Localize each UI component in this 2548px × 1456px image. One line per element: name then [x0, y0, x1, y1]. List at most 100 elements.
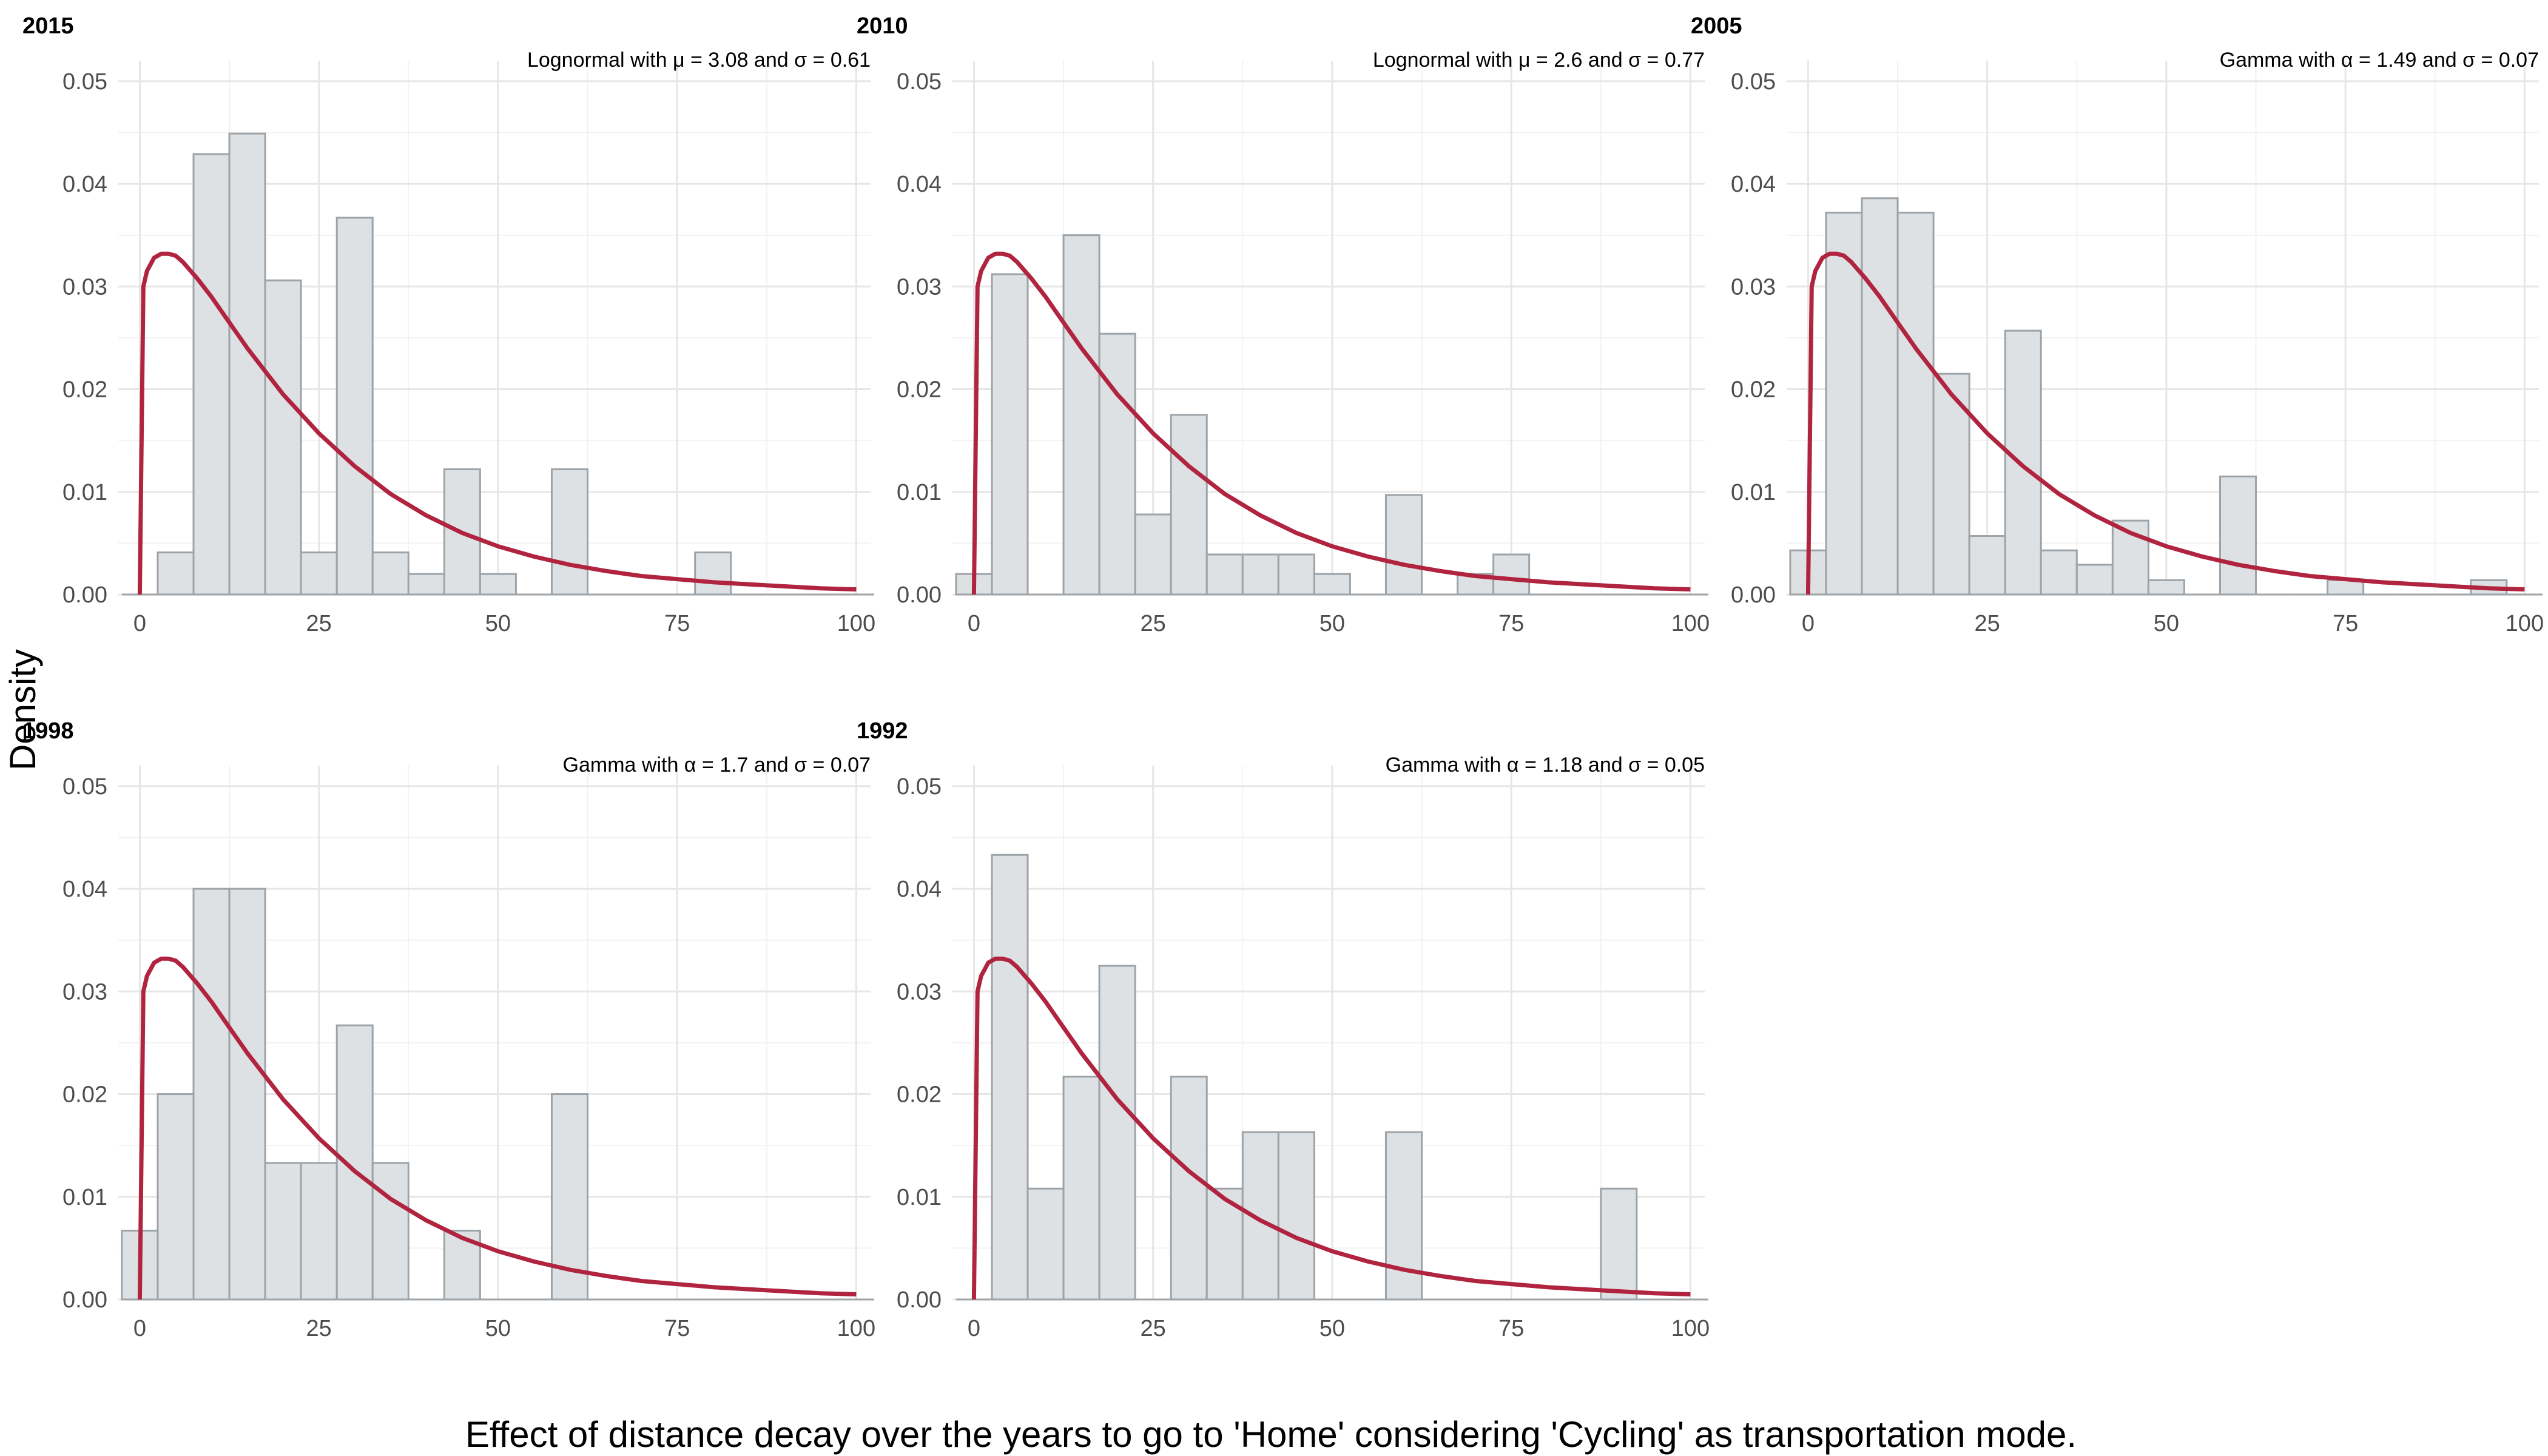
x-tick-label: 0	[133, 611, 146, 636]
y-tick-label: 0.01	[897, 480, 942, 505]
histogram-bar	[371, 551, 410, 596]
histogram-bars	[121, 888, 874, 1301]
fit-annotation: Gamma with α = 1.49 and σ = 0.07	[2220, 49, 2539, 72]
y-tick-label: 0.02	[62, 1082, 107, 1108]
y-tick-label: 0.05	[62, 774, 107, 800]
fitted-density-curve	[137, 251, 857, 595]
y-tick-label: 0.03	[1731, 274, 1776, 300]
y-tick-labels: 0.00 0.01 0.02 0.03 0.04 0.05	[897, 69, 942, 608]
x-tick-label: 100	[2506, 611, 2544, 636]
x-tick-label: 100	[1671, 611, 1710, 636]
x-tick-labels: 0 25 50 75 100	[968, 611, 1710, 636]
x-tick-label: 50	[485, 611, 511, 636]
histogram-bar	[1313, 573, 1351, 596]
x-tick-label: 100	[837, 611, 875, 636]
x-tick-label: 0	[968, 611, 980, 636]
y-tick-label: 0.05	[897, 69, 942, 95]
y-tick-label: 0.04	[897, 877, 942, 902]
x-tick-label: 25	[1141, 1316, 1166, 1341]
facet-panel-1998: 0.00 0.01 0.02 0.03 0.04 0.05 0 25 50 75 100 1998 Ga…	[22, 718, 875, 1341]
y-tick-label: 0.00	[62, 1287, 107, 1313]
fit-annotation: Lognormal with μ = 2.6 and σ = 0.77	[1373, 49, 1705, 72]
histogram-bar	[1170, 1076, 1208, 1301]
facet-title: 2005	[1691, 13, 1742, 39]
histogram-bar	[192, 888, 231, 1301]
histogram-bar	[157, 551, 195, 596]
x-tick-label: 25	[306, 1316, 332, 1341]
histogram-bar	[1026, 1187, 1065, 1301]
histogram-bar	[2219, 475, 2257, 596]
y-tick-labels: 0.00 0.01 0.02 0.03 0.04 0.05	[1731, 69, 1776, 608]
fit-annotation: Lognormal with μ = 3.08 and σ = 0.61	[527, 49, 871, 72]
y-tick-label: 0.04	[62, 172, 107, 197]
x-tick-label: 100	[1671, 1316, 1710, 1341]
histogram-bar	[1062, 234, 1100, 596]
y-tick-labels: 0.00 0.01 0.02 0.03 0.04 0.05	[62, 69, 107, 608]
x-tick-labels: 0 25 50 75 100	[968, 1316, 1710, 1341]
x-tick-label: 50	[1320, 1316, 1345, 1341]
y-tick-label: 0.01	[897, 1185, 942, 1210]
x-tick-label: 75	[664, 1316, 690, 1341]
histogram-bar	[1384, 494, 1423, 596]
histogram-bar	[1384, 1131, 1423, 1301]
histogram-bar	[371, 1162, 410, 1301]
x-tick-labels: 0 25 50 75 100	[133, 1316, 875, 1341]
fit-annotation: Gamma with α = 1.7 and σ = 0.07	[563, 753, 871, 777]
histogram-bars	[1789, 197, 2543, 596]
y-tick-label: 0.03	[897, 979, 942, 1005]
x-tick-label: 50	[2154, 611, 2179, 636]
histogram-bar	[991, 273, 1029, 596]
histogram-bar	[2004, 329, 2042, 596]
y-tick-label: 0.00	[1731, 582, 1776, 608]
panels-layer: 0.00 0.01 0.02 0.03 0.04 0.05 0 25 50 75 100 2015 Lo…	[22, 13, 2544, 1341]
y-tick-label: 0.05	[1731, 69, 1776, 95]
y-tick-label: 0.03	[62, 979, 107, 1005]
facet-title: 2010	[857, 13, 908, 39]
fitted-density-curve	[137, 956, 857, 1300]
y-tick-label: 0.00	[62, 582, 107, 608]
x-tick-label: 25	[1975, 611, 2000, 636]
histogram-bar	[1600, 1187, 1638, 1301]
x-tick-label: 50	[1320, 611, 1345, 636]
fit-annotation: Gamma with α = 1.18 and σ = 0.05	[1386, 753, 1705, 777]
fitted-density-curve	[1805, 251, 2525, 595]
y-tick-label: 0.01	[62, 1185, 107, 1210]
x-tick-label: 25	[1141, 611, 1166, 636]
y-tick-label: 0.05	[897, 774, 942, 800]
histogram-bar	[1968, 535, 2006, 596]
x-axis-title: Effect of distance decay over the years …	[465, 1414, 2077, 1455]
histogram-bar	[264, 279, 302, 596]
x-tick-label: 75	[1498, 1316, 1524, 1341]
fitted-density-curve	[971, 956, 1691, 1300]
histogram-bar	[300, 551, 338, 596]
x-tick-label: 0	[968, 1316, 980, 1341]
histogram-bar	[1492, 553, 1531, 596]
facet-panel-2005: 0.00 0.01 0.02 0.03 0.04 0.05 0 25 50 75 100 2005 Ga…	[1691, 13, 2544, 636]
y-tick-labels: 0.00 0.01 0.02 0.03 0.04 0.05	[897, 774, 942, 1313]
histogram-bar	[264, 1162, 302, 1301]
y-tick-label: 0.02	[1731, 377, 1776, 403]
x-tick-label: 75	[2333, 611, 2358, 636]
x-tick-label: 75	[1498, 611, 1524, 636]
histogram-bar	[2147, 579, 2185, 596]
histogram-bar	[2040, 549, 2078, 596]
facet-panel-2015: 0.00 0.01 0.02 0.03 0.04 0.05 0 25 50 75 100 2015 Lo…	[22, 13, 875, 636]
histogram-bar	[407, 573, 445, 596]
facet-panel-1992: 0.00 0.01 0.02 0.03 0.04 0.05 0 25 50 75 100 1992 Ga…	[857, 718, 1710, 1341]
histogram-bar	[1932, 372, 1970, 596]
histogram-bar	[1241, 553, 1279, 596]
histogram-bar	[335, 217, 374, 596]
histogram-bar	[1062, 1076, 1100, 1301]
x-tick-label: 25	[306, 611, 332, 636]
histogram-bar	[1134, 513, 1172, 596]
histogram-bar	[1098, 332, 1136, 596]
histogram-bar	[1098, 965, 1136, 1301]
fitted-density-curve	[971, 251, 1691, 595]
histogram-bars	[955, 234, 1708, 596]
histogram-bar	[1241, 1131, 1279, 1301]
y-tick-label: 0.04	[62, 877, 107, 902]
x-tick-labels: 0 25 50 75 100	[1802, 611, 2544, 636]
histogram-bar	[192, 153, 231, 596]
x-tick-label: 0	[1802, 611, 1815, 636]
histogram-bar	[1861, 197, 1899, 596]
